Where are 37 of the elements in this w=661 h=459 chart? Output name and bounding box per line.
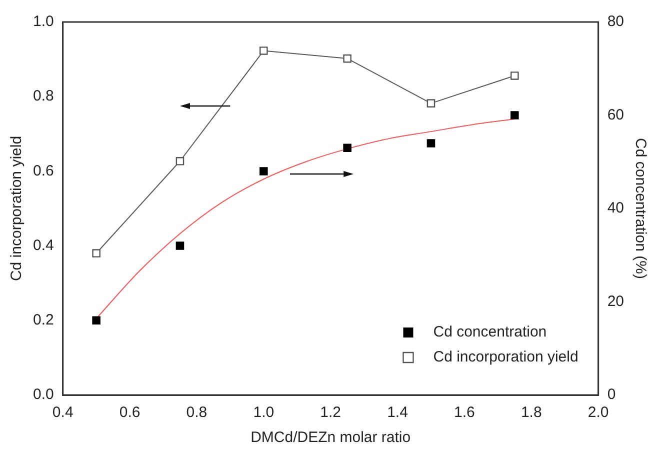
- y2-tick-label: 60: [607, 106, 624, 124]
- x-tick-label: 0.8: [186, 404, 208, 422]
- legend-label: Cd concentration: [433, 324, 547, 341]
- x-tick-label: 1.6: [454, 404, 475, 422]
- x-tick-label: 1.2: [320, 404, 342, 422]
- y2-tick-label: 80: [607, 13, 624, 30]
- y-tick-label: 0.2: [32, 312, 54, 329]
- point: [426, 139, 436, 148]
- point: [260, 167, 268, 176]
- x-tick-label: 2.0: [588, 404, 609, 422]
- y-axis-title: Cd incorporation yield: [8, 136, 26, 282]
- point: [343, 54, 352, 63]
- y-tick-label: 0.8: [32, 88, 54, 105]
- point: [92, 316, 100, 325]
- y2-tick-label: 40: [607, 200, 624, 217]
- y-tick-label: 1.0: [32, 13, 54, 30]
- point: [176, 242, 184, 250]
- y2-tick-label: 20: [607, 292, 624, 310]
- point: [260, 46, 268, 55]
- y2-tick-label: 0: [607, 386, 616, 404]
- point: [426, 99, 436, 108]
- x-tick-label: 0.6: [119, 404, 140, 422]
- y2-axis-title: Cd concentration (%): [632, 138, 649, 279]
- point: [343, 144, 352, 152]
- x-tick-label: 1.4: [387, 404, 408, 422]
- legend-label: Cd incorporation yield: [433, 348, 578, 366]
- x-tick-label: 1.0: [253, 404, 274, 422]
- y-tick-label: 0.6: [32, 162, 54, 180]
- point: [92, 249, 100, 258]
- x-tick-label: 0.4: [52, 404, 74, 422]
- point: [510, 111, 519, 120]
- x-axis-title: DMCd/DEZn molar ratio: [250, 429, 411, 446]
- point: [510, 72, 519, 80]
- x-tick-label: 1.8: [520, 404, 542, 422]
- y-tick-label: 0.0: [32, 386, 54, 404]
- point: [176, 156, 184, 166]
- y-tick-label: 0.4: [32, 236, 54, 254]
